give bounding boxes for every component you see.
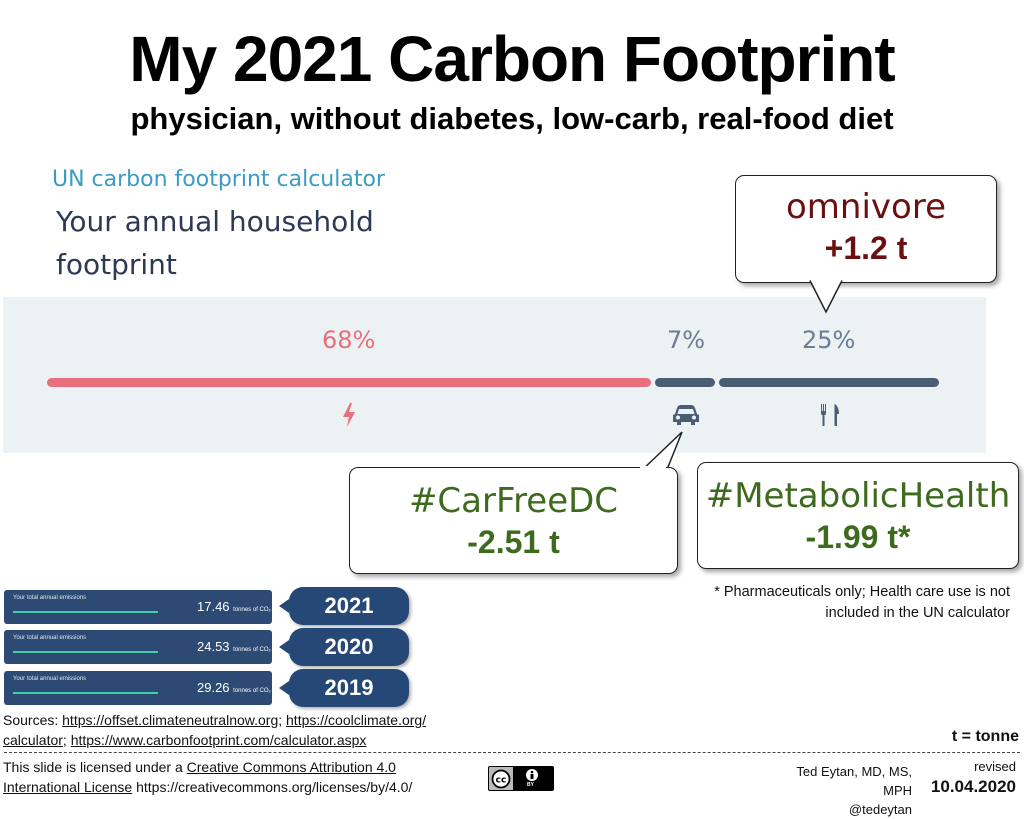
- omnivore-title: omnivore: [786, 187, 946, 227]
- revision-date: 10.04.2020: [930, 777, 1016, 796]
- food-bar-segment: [719, 378, 939, 387]
- page-subtitle: physician, without diabetes, low-carb, r…: [130, 101, 894, 136]
- transport-percent: 7%: [667, 326, 706, 354]
- cc-by-badge[interactable]: cc BY: [488, 766, 554, 791]
- emissions-card-value-wrap: 17.46 tonnes of CO₂: [197, 599, 271, 614]
- source-link-coolclimate[interactable]: https://coolclimate.org/calculator: [3, 712, 426, 748]
- omnivore-value: +1.2 t: [824, 230, 908, 266]
- author-handle: @tedeytan: [848, 802, 912, 817]
- svg-text:cc: cc: [496, 776, 507, 786]
- emissions-card-label: Your total annual emissions: [13, 595, 87, 601]
- emissions-card-value-wrap: 29.26 tonnes of CO₂: [197, 680, 271, 695]
- emissions-card-label: Your total annual emissions: [13, 635, 87, 641]
- carfree-callout: #CarFreeDC -2.51 t: [349, 467, 678, 574]
- metabolic-title: #MetabolicHealth: [705, 476, 1011, 516]
- sources-separator: ;: [278, 712, 287, 728]
- source-link-coolclimate-part2[interactable]: calculator: [3, 732, 63, 748]
- source-link-climateneutral[interactable]: https://offset.climateneutralnow.org: [62, 712, 279, 728]
- transport-bar-segment: [655, 378, 715, 387]
- carfree-value: -2.51 t: [467, 524, 560, 560]
- footprint-heading: Your annual household footprint: [56, 205, 374, 281]
- metabolic-value: -1.99 t*: [805, 519, 911, 555]
- emissions-value: 24.53: [197, 639, 230, 654]
- license-link-line1[interactable]: Creative Commons Attribution 4.0: [186, 759, 396, 775]
- carfree-title: #CarFreeDC: [408, 481, 619, 521]
- year-badge-2020: 2020: [279, 628, 409, 666]
- sources: Sources: https://offset.climateneutralno…: [3, 710, 493, 750]
- year-badge-2019: 2019: [279, 669, 409, 707]
- calculator-label: UN carbon footprint calculator: [52, 167, 385, 192]
- emissions-card-bar: [13, 692, 158, 694]
- footnote: * Pharmaceuticals only; Health care use …: [714, 584, 1010, 621]
- sources-prefix: Sources:: [3, 712, 63, 728]
- cc-icon: cc: [491, 769, 511, 789]
- food-percent: 25%: [802, 326, 856, 354]
- emissions-unit: tonnes of CO₂: [233, 607, 271, 613]
- year-badge-2021: 2021: [279, 587, 409, 625]
- emissions-value: 17.46: [197, 599, 230, 614]
- license-text: This slide is licensed under a Creative …: [3, 757, 473, 797]
- page-title: My 2021 Carbon Footprint: [129, 23, 895, 95]
- source-link-carbonfootprint[interactable]: https://www.carbonfootprint.com/calculat…: [70, 732, 367, 748]
- license-url: https://creativecommons.org/licenses/by/…: [132, 779, 413, 795]
- omnivore-callout: omnivore +1.2 t: [735, 175, 997, 283]
- emissions-unit: tonnes of CO₂: [233, 688, 271, 694]
- emissions-unit: tonnes of CO₂: [233, 647, 271, 653]
- emissions-card-value-wrap: 24.53 tonnes of CO₂: [197, 639, 271, 654]
- author-name: Ted Eytan, MD, MS, MPH: [796, 764, 912, 798]
- revision: revised 10.04.2020: [931, 758, 1016, 798]
- lightning-icon: [343, 403, 355, 427]
- omnivore-callout-pointer: [809, 279, 843, 314]
- carfree-callout-pointer: [639, 431, 683, 473]
- cc-by-label: BY: [527, 782, 534, 788]
- author: Ted Eytan, MD, MS, MPH @tedeytan: [764, 762, 912, 819]
- emissions-card-bar: [13, 651, 158, 653]
- footprint-breakdown-panel: [3, 297, 986, 453]
- car-icon: [673, 405, 699, 425]
- revision-label: revised: [974, 759, 1016, 774]
- fork-knife-icon: [821, 404, 839, 426]
- emissions-card-2021: Your total annual emissions 17.46 tonnes…: [4, 590, 272, 624]
- emissions-card-2020: Your total annual emissions 24.53 tonnes…: [4, 630, 272, 664]
- footer-divider: [4, 752, 1020, 753]
- license-link-line2[interactable]: International License: [3, 779, 133, 795]
- emissions-value: 29.26: [197, 680, 230, 695]
- pointer-joint: [640, 466, 666, 470]
- attribution-icon: [526, 769, 538, 781]
- emissions-card-label: Your total annual emissions: [13, 676, 87, 682]
- energy-percent: 68%: [322, 326, 376, 354]
- unit-note: t = tonne: [951, 728, 1019, 745]
- energy-bar-segment: [47, 378, 651, 387]
- source-link-coolclimate-part1[interactable]: https://coolclimate.org/: [286, 712, 427, 728]
- sources-separator: ;: [62, 732, 71, 748]
- emissions-card-2019: Your total annual emissions 29.26 tonnes…: [4, 671, 272, 705]
- license-prefix: This slide is licensed under a: [3, 759, 187, 775]
- metabolic-callout: #MetabolicHealth -1.99 t*: [697, 462, 1019, 569]
- emissions-card-bar: [13, 611, 158, 613]
